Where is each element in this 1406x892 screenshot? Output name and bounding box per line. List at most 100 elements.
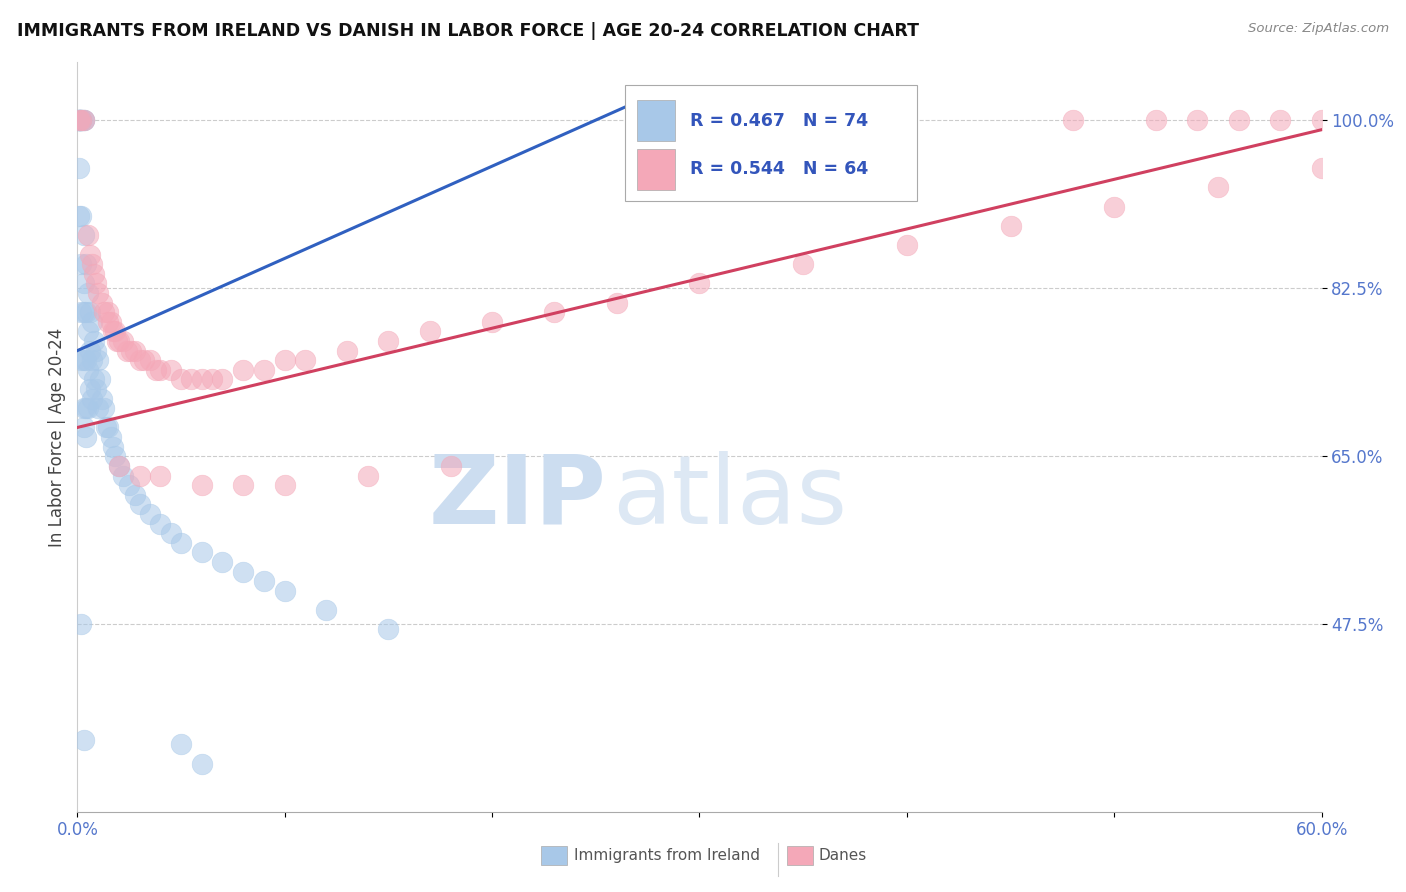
Point xyxy=(128,468,150,483)
Point xyxy=(93,401,115,416)
Point xyxy=(111,468,134,483)
Point xyxy=(72,732,94,747)
Point xyxy=(419,325,441,339)
Point xyxy=(72,353,94,368)
Point xyxy=(896,238,918,252)
Point xyxy=(232,363,254,377)
Point xyxy=(72,113,94,128)
Point xyxy=(67,113,90,128)
Point xyxy=(75,401,97,416)
Point xyxy=(1062,113,1084,128)
Point xyxy=(190,545,214,559)
Text: Source: ZipAtlas.com: Source: ZipAtlas.com xyxy=(1249,22,1389,36)
Point xyxy=(67,113,90,128)
Point xyxy=(76,401,98,416)
Point xyxy=(70,113,93,128)
Point xyxy=(315,603,337,617)
Point xyxy=(67,113,90,128)
Point xyxy=(83,267,105,281)
Point xyxy=(107,458,129,473)
Point xyxy=(67,161,90,175)
Point xyxy=(107,334,129,348)
FancyBboxPatch shape xyxy=(637,149,675,190)
Point xyxy=(118,478,141,492)
Point xyxy=(170,372,193,386)
Point xyxy=(107,458,129,473)
Point xyxy=(201,372,224,386)
Point xyxy=(83,372,105,386)
Point xyxy=(76,285,98,300)
Point xyxy=(84,277,107,291)
Point xyxy=(72,228,94,243)
Point xyxy=(139,507,162,521)
Point xyxy=(170,738,193,752)
Text: R = 0.544   N = 64: R = 0.544 N = 64 xyxy=(689,161,868,178)
Point xyxy=(357,468,380,483)
Point xyxy=(211,555,233,569)
Point xyxy=(84,343,107,358)
Point xyxy=(149,468,172,483)
Point xyxy=(253,363,276,377)
Point xyxy=(97,420,120,434)
Point xyxy=(190,756,214,771)
Point xyxy=(72,113,94,128)
Point xyxy=(1187,113,1209,128)
Point xyxy=(253,574,276,589)
FancyBboxPatch shape xyxy=(624,85,917,201)
Point xyxy=(79,247,101,261)
Point xyxy=(70,113,93,128)
Point xyxy=(87,285,110,300)
Point xyxy=(76,363,98,377)
Point xyxy=(72,401,94,416)
Point xyxy=(80,392,103,406)
Point xyxy=(159,526,181,541)
Point xyxy=(128,497,150,511)
Point xyxy=(336,343,359,358)
Point xyxy=(80,315,103,329)
Point xyxy=(96,420,118,434)
Point xyxy=(180,372,202,386)
Point xyxy=(689,277,711,291)
Point xyxy=(72,277,94,291)
Text: Immigrants from Ireland: Immigrants from Ireland xyxy=(574,848,759,863)
Point xyxy=(76,325,98,339)
Point xyxy=(1227,113,1250,128)
Point xyxy=(75,257,97,271)
Point xyxy=(80,353,103,368)
Point xyxy=(294,353,316,368)
Point xyxy=(1268,113,1291,128)
Point xyxy=(93,305,115,319)
Point xyxy=(75,305,97,319)
Point xyxy=(132,353,155,368)
Point xyxy=(105,334,128,348)
Point xyxy=(70,257,93,271)
Point xyxy=(87,401,110,416)
Point xyxy=(83,334,105,348)
Point xyxy=(124,343,146,358)
Point xyxy=(111,334,134,348)
Point xyxy=(190,478,214,492)
Point xyxy=(75,430,97,444)
Point xyxy=(70,617,93,632)
Point xyxy=(273,478,295,492)
Point xyxy=(70,305,93,319)
Point xyxy=(128,353,150,368)
Point xyxy=(70,209,93,223)
Point xyxy=(79,382,101,396)
Point xyxy=(91,295,114,310)
Point xyxy=(606,295,628,310)
Point xyxy=(139,353,162,368)
Point xyxy=(67,113,90,128)
Point xyxy=(100,430,122,444)
Point xyxy=(104,450,127,464)
Point xyxy=(87,353,110,368)
Point xyxy=(100,315,122,329)
Point xyxy=(70,353,93,368)
Point xyxy=(80,257,103,271)
Point xyxy=(211,372,233,386)
Point xyxy=(273,583,295,598)
Point xyxy=(76,228,98,243)
Point xyxy=(115,343,138,358)
Point xyxy=(1144,113,1167,128)
Point xyxy=(124,488,146,502)
